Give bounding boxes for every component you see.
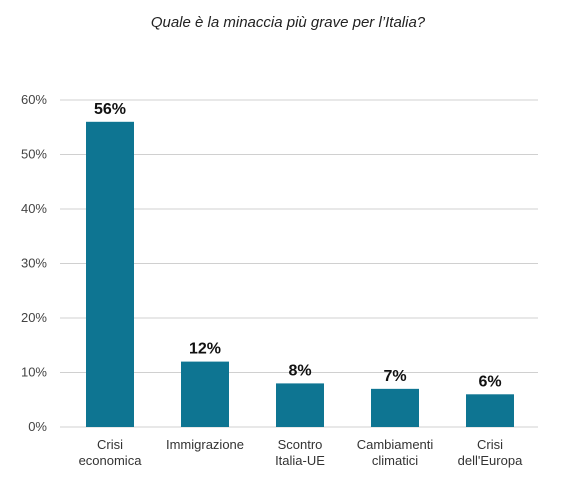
x-tick-label: Crisi economica: [79, 437, 143, 468]
y-axis-ticks: 0% 10% 20% 30% 40% 50% 60%: [21, 92, 47, 434]
x-tick-label: Immigrazione: [166, 437, 244, 452]
data-label: 6%: [478, 373, 501, 390]
chart-title: Quale è la minaccia più grave per l’Ital…: [150, 14, 426, 31]
y-tick-label: 0%: [28, 419, 47, 434]
x-tick-label: Scontro Italia-UE: [275, 437, 325, 468]
bar: [276, 383, 324, 427]
data-label: 12%: [189, 341, 221, 358]
y-tick-label: 20%: [21, 310, 47, 325]
y-tick-label: 50%: [21, 147, 47, 162]
x-tick-label: Crisi dell'Europa: [458, 437, 523, 468]
data-label: 7%: [383, 368, 406, 385]
x-tick-label: Cambiamenti climatici: [357, 437, 434, 468]
bars: [86, 121, 514, 428]
value-labels: 56% 12% 8% 7% 6%: [94, 101, 502, 390]
bar: [181, 361, 229, 427]
data-label: 56%: [94, 101, 126, 118]
category-labels: Crisi economica Immigrazione Scontro Italia-…: [79, 437, 524, 468]
y-tick-label: 10%: [21, 365, 47, 380]
data-label: 8%: [288, 362, 311, 379]
y-tick-label: 30%: [21, 256, 47, 271]
y-tick-label: 60%: [21, 92, 47, 107]
bar: [86, 121, 134, 428]
bar: [466, 394, 514, 427]
bar: [371, 388, 419, 427]
y-tick-label: 40%: [21, 201, 47, 216]
